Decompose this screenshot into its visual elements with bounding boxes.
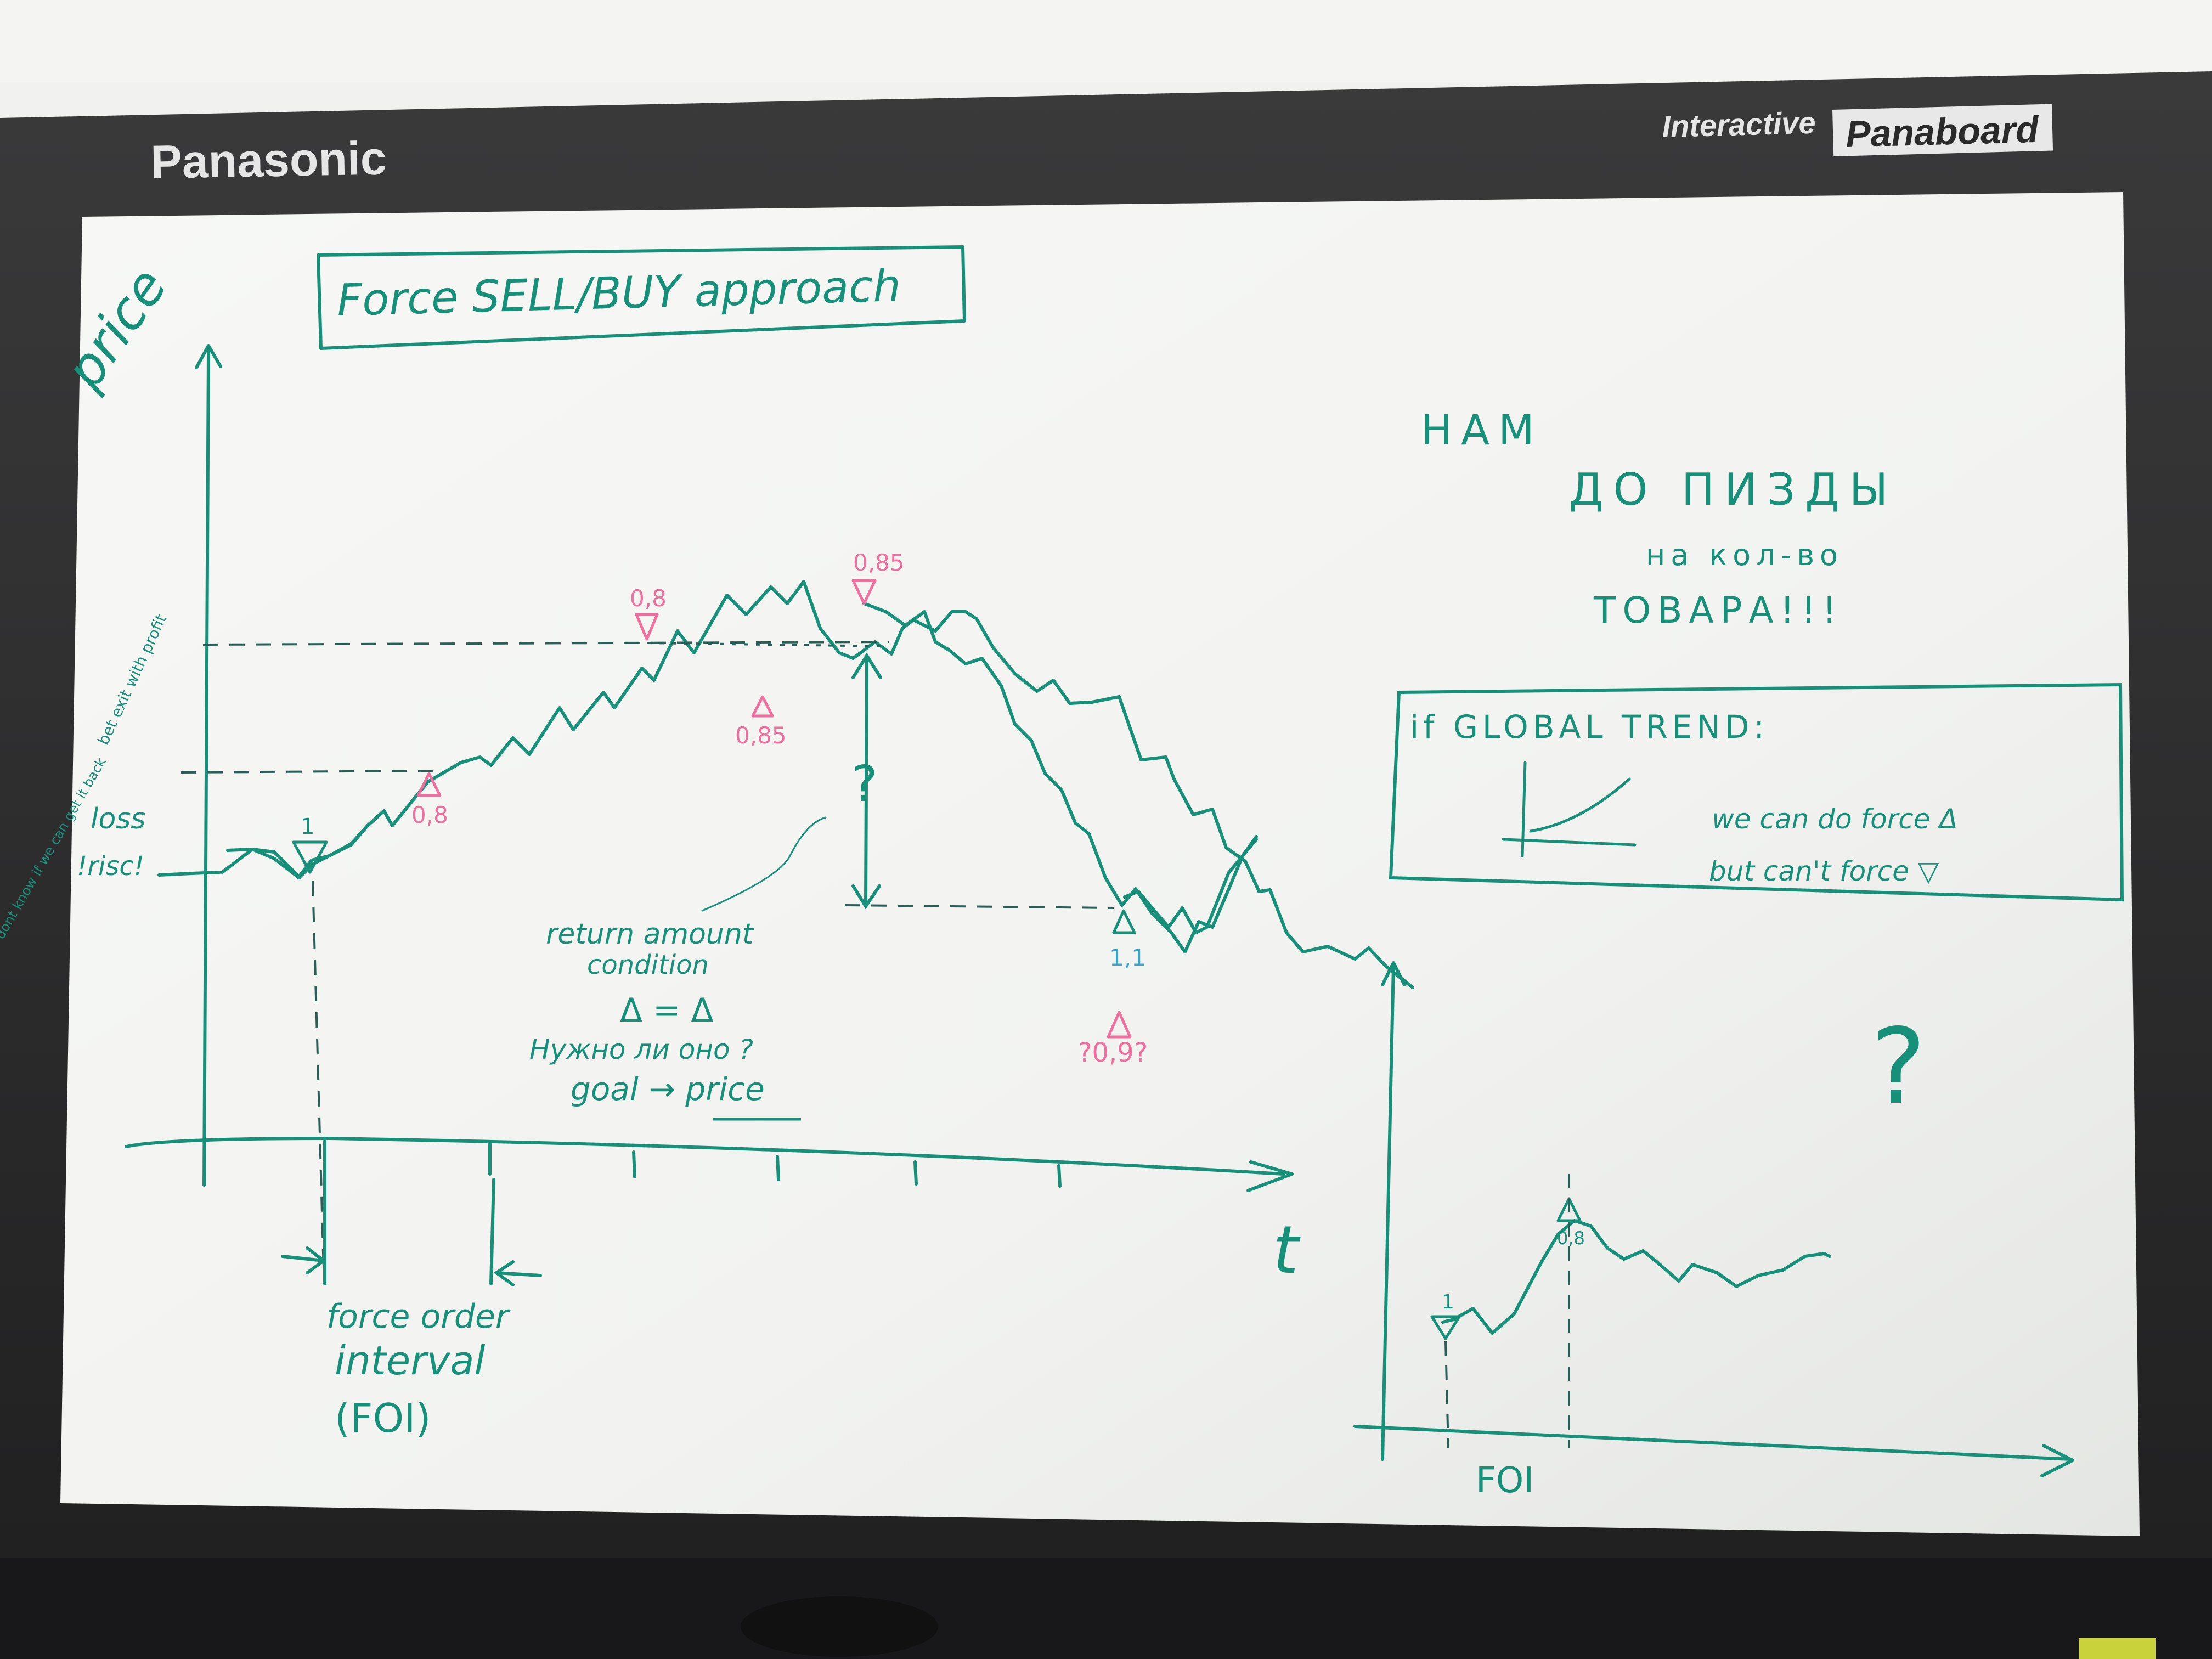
lower-chart-dashes (1444, 1174, 1570, 1449)
price-line-tail (1123, 838, 1258, 934)
tray-yellow-tab (2079, 1638, 2156, 1659)
russian-line-2: ДО ПИЗДЫ (1569, 464, 1898, 515)
foi-caption-1: force order (326, 1297, 511, 1336)
lower-buy-label: 1 (1442, 1291, 1454, 1313)
brand-interactive: Interactive (1662, 105, 1816, 144)
label-sell-085-low: 0,85 (735, 722, 787, 749)
left-note-loss: loss (91, 803, 145, 836)
lower-sell-label: 0,8 (1557, 1228, 1585, 1249)
price-line-start-tail (157, 871, 221, 877)
buy-marker-11 (1112, 909, 1136, 934)
pen-tray-knob (741, 1596, 938, 1657)
return-goal: goal → price (571, 1070, 765, 1108)
note-pointer (701, 816, 827, 912)
label-sell-08-top: 0,8 (630, 585, 667, 612)
price-segment-rise (226, 809, 386, 879)
lower-sell-marker (1556, 1197, 1582, 1222)
return-question: Нужно ли оно ? (529, 1034, 753, 1065)
low-level-line (844, 904, 1114, 909)
label-buy-start: 1 (301, 814, 314, 839)
sell-marker-08-low (416, 772, 442, 797)
left-note-risc: !risc! (77, 851, 144, 882)
lower-buy-marker (1430, 1315, 1461, 1340)
label-buy-11: 1,1 (1109, 944, 1146, 971)
title-box (317, 245, 966, 350)
gap-arrow (851, 652, 882, 910)
lower-x-axis (1353, 1425, 2073, 1461)
lower-x-arrow (2040, 1444, 2074, 1477)
gap-question: ? (851, 755, 878, 813)
lower-chart (1353, 961, 2074, 1477)
foi-end-bar (489, 1178, 495, 1285)
profit-dotted-line (647, 642, 889, 647)
trade-markers (292, 579, 1136, 1039)
buy-marker-09 (1107, 1011, 1132, 1039)
foi-start-line (312, 880, 325, 1273)
return-line-2: condition (587, 950, 709, 980)
lower-y-arrow (1381, 961, 1406, 986)
foi-left-arrow (281, 1246, 327, 1274)
buy-marker-start (292, 840, 328, 874)
trend-box: if GLOBAL TREND: we can do force Δ but c… (1389, 682, 2124, 902)
time-tick (776, 1155, 780, 1181)
trend-mini-axes (1502, 761, 1637, 857)
trend-heading: if GLOBAL TREND: (1410, 708, 1769, 746)
trend-line-2: but can't force ▽ (1709, 855, 1939, 887)
sell-marker-085-low (751, 695, 774, 718)
lower-foi-start (1444, 1341, 1449, 1449)
label-buy-09: ?0,9? (1078, 1037, 1148, 1068)
lower-question: ? (1871, 1006, 1926, 1127)
trend-line-1: we can do force Δ (1712, 803, 1958, 835)
price-axis (202, 349, 210, 1187)
price-line-main (221, 580, 1414, 989)
trend-mini-curve (1529, 777, 1631, 833)
profit-level-line (202, 641, 889, 646)
x-axis-label: t (1273, 1212, 1301, 1289)
foi-right-arrow (493, 1260, 542, 1286)
trend-box-frame (1389, 682, 2124, 902)
label-sell-08-low: 0,8 (411, 802, 448, 828)
time-tick (632, 1150, 636, 1178)
sell-marker-08-top (635, 613, 659, 641)
price-path (226, 602, 1258, 953)
price-axis-arrow (195, 344, 222, 369)
sell-marker-085-top (851, 579, 877, 605)
time-axis-arrow (1246, 1160, 1294, 1192)
main-chart (125, 245, 1414, 1192)
lower-y-axis (1381, 964, 1395, 1461)
foi-bracket (281, 652, 882, 1286)
foi-caption-3: (FOI) (335, 1395, 431, 1441)
return-line-1: return amount (546, 918, 754, 951)
frame-bottom-tray (0, 1558, 2212, 1659)
russian-line-3: на кол-во (1646, 538, 1843, 572)
foi-caption-2: interval (335, 1338, 486, 1384)
brand-panaboard: Panaboard (1845, 109, 2040, 155)
lower-chart-text: 1 0,8 FOI ? (1442, 1006, 1926, 1501)
time-tick (1057, 1164, 1062, 1188)
brand-panasonic: Panasonic (150, 132, 387, 189)
russian-line-1: НАМ (1421, 405, 1543, 454)
label-sell-085-top: 0,85 (853, 549, 905, 576)
price-segment-fall (862, 602, 1258, 953)
guide-lines (180, 641, 1114, 1273)
lower-x-label: FOI (1476, 1460, 1534, 1501)
brand-panaboard-plate (1832, 104, 2053, 156)
lower-price-line (1441, 1219, 1831, 1335)
time-axis (125, 1137, 1285, 1176)
russian-note: НАМ ДО ПИЗДЫ на кол-во ТОВАРА!!! (1421, 405, 1898, 631)
wall-top-band (0, 0, 2212, 82)
russian-line-4: ТОВАРА!!! (1593, 589, 1843, 631)
return-delta: Δ = Δ (620, 991, 714, 1030)
time-tick (913, 1160, 918, 1186)
